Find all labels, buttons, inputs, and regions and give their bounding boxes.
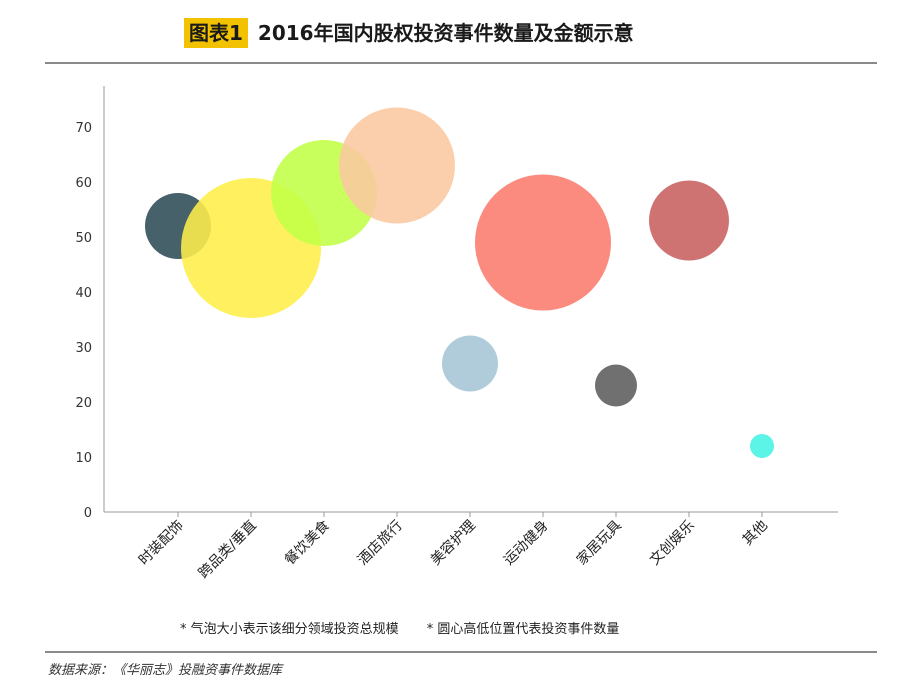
x-category-label: 酒店旅行 [355,518,406,569]
x-category-label: 文创娱乐 [647,518,698,569]
note-bubble-size: * 气泡大小表示该细分领域投资总规模 [180,622,399,637]
chart-notes: * 气泡大小表示该细分领域投资总规模 * 圆心高低位置代表投资事件数量 [180,618,619,637]
bubble [649,180,729,261]
title-text: 2016年国内股权投资事件数量及金额示意 [257,21,634,45]
y-tick-label: 20 [75,396,92,411]
bottom-divider [45,651,877,653]
x-category-label: 美容护理 [427,517,479,569]
y-tick-label: 10 [75,451,92,466]
figure-tag: 图表1 [184,18,248,48]
x-category-label: 餐饮美食 [281,517,333,569]
y-tick-label: 0 [84,506,92,521]
x-category-label: 时装配饰 [136,518,187,569]
x-category-label: 家居玩具 [573,517,625,569]
bubble [442,335,498,392]
bubble [475,174,611,311]
y-tick-label: 70 [75,121,92,136]
bubble [750,434,774,458]
y-tick-label: 40 [75,286,92,301]
chart-title: 图表1 2016年国内股权投资事件数量及金额示意 [184,16,634,50]
x-category-label: 运动健身 [501,518,552,569]
top-divider [45,62,877,64]
x-category-label: 其他 [740,518,771,549]
y-tick-label: 50 [75,231,92,246]
x-category-label: 跨品类/垂直 [195,517,260,582]
y-tick-label: 30 [75,341,92,356]
bubble [339,107,455,224]
note-bubble-position: * 圆心高低位置代表投资事件数量 [426,622,620,637]
y-tick-label: 60 [75,176,92,191]
data-source: 数据来源：《华丽志》投融资事件数据库 [48,663,283,678]
bubble [595,364,637,407]
